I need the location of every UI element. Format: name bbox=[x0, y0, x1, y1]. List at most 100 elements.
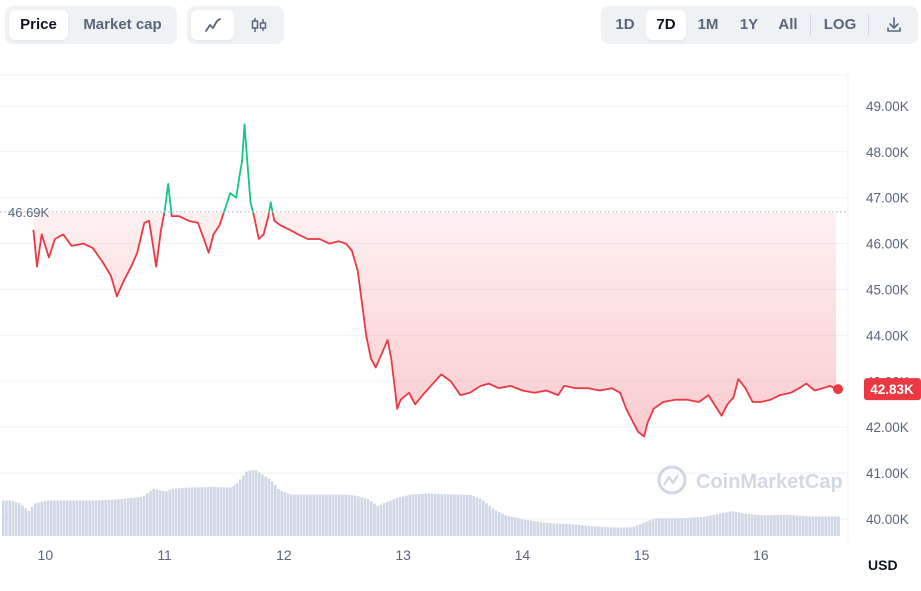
volume-bar bbox=[114, 499, 117, 536]
volume-bar bbox=[494, 510, 498, 536]
volume-bar bbox=[667, 518, 671, 536]
volume-bar bbox=[398, 497, 402, 536]
volume-bar bbox=[568, 524, 571, 536]
volume-bar bbox=[309, 494, 312, 536]
candlestick-button[interactable] bbox=[238, 10, 280, 40]
log-scale-button[interactable]: LOG bbox=[823, 16, 857, 33]
volume-bar bbox=[757, 514, 760, 536]
volume-bar bbox=[389, 500, 392, 536]
volume-bar bbox=[501, 513, 504, 536]
volume-bar bbox=[779, 514, 783, 536]
chart-type-group bbox=[187, 6, 284, 44]
volume-bar bbox=[290, 494, 293, 536]
current-price-badge bbox=[864, 378, 921, 401]
volume-bar bbox=[530, 520, 533, 536]
volume-bar bbox=[165, 491, 168, 536]
volume-bar bbox=[747, 513, 751, 536]
volume-bar bbox=[574, 524, 578, 536]
volume-bar bbox=[216, 487, 219, 536]
volume-bar bbox=[414, 494, 418, 536]
range-1d-button[interactable]: 1D bbox=[615, 16, 635, 33]
volume-bar bbox=[440, 494, 443, 536]
volume-bar bbox=[533, 521, 536, 536]
volume-bar bbox=[741, 513, 744, 536]
volume-bar bbox=[613, 527, 616, 536]
volume-bar bbox=[725, 512, 728, 536]
current-price-label: 42.83K bbox=[870, 382, 914, 397]
y-tick-label: 42.00K bbox=[866, 420, 909, 435]
volume-bar bbox=[53, 500, 56, 536]
volume-bar bbox=[635, 525, 639, 536]
volume-bar bbox=[302, 494, 306, 536]
volume-bar bbox=[706, 516, 709, 536]
volume-bar bbox=[674, 518, 677, 536]
range-1m-button[interactable]: 1M bbox=[697, 16, 719, 33]
volume-bar bbox=[606, 527, 610, 536]
download-button[interactable] bbox=[875, 10, 913, 40]
candlestick-icon bbox=[251, 18, 267, 32]
volume-bar bbox=[174, 488, 178, 536]
volume-bar bbox=[264, 476, 267, 536]
volume-bar bbox=[552, 523, 555, 536]
volume-bar bbox=[251, 470, 255, 536]
range-7d-button[interactable]: 7D bbox=[646, 10, 686, 40]
price-line bbox=[32, 123, 837, 438]
volume-bar bbox=[619, 527, 623, 536]
volume-bar bbox=[546, 522, 549, 536]
volume-bar bbox=[306, 494, 309, 536]
volume-bar bbox=[238, 479, 242, 536]
volume-bar bbox=[379, 504, 383, 536]
volume-bar bbox=[766, 515, 770, 536]
tab-price[interactable]: Price bbox=[9, 10, 68, 40]
volume-bar bbox=[616, 527, 619, 536]
volume-bar bbox=[222, 487, 226, 536]
volume-bar bbox=[475, 497, 479, 536]
volume-bar bbox=[837, 516, 840, 536]
y-tick-label: 41.00K bbox=[866, 466, 909, 481]
volume-bar bbox=[517, 518, 520, 536]
volume-bar bbox=[472, 496, 475, 536]
volume-bar bbox=[677, 518, 680, 536]
volume-bar bbox=[571, 524, 575, 536]
volume-bar bbox=[94, 500, 98, 536]
volume-bar bbox=[782, 514, 786, 536]
volume-bar bbox=[34, 503, 37, 536]
volume-bar bbox=[24, 508, 27, 536]
volume-bar bbox=[299, 494, 303, 536]
line-chart-button[interactable] bbox=[191, 10, 234, 40]
volume-bar bbox=[754, 514, 757, 536]
y-tick-label: 45.00K bbox=[866, 283, 909, 298]
x-tick-label: 15 bbox=[634, 547, 650, 563]
tab-market-cap[interactable]: Market cap bbox=[83, 16, 162, 33]
volume-bar bbox=[450, 494, 453, 536]
volume-bar bbox=[795, 515, 799, 536]
range-all-button[interactable]: All bbox=[778, 16, 798, 33]
volume-bar bbox=[731, 511, 735, 536]
y-tick-label: 49.00K bbox=[866, 99, 909, 114]
time-range-group: 1D 7D 1M 1Y All LOG bbox=[601, 6, 918, 44]
volume-bar bbox=[78, 500, 82, 536]
volume-bar bbox=[331, 494, 335, 536]
volume-bar bbox=[443, 494, 447, 536]
volume-bar bbox=[322, 494, 325, 536]
volume-bar bbox=[18, 503, 21, 536]
volume-bar bbox=[229, 487, 232, 536]
range-1y-button[interactable]: 1Y bbox=[739, 16, 759, 33]
volume-bar bbox=[40, 501, 43, 536]
volume-bar bbox=[46, 500, 50, 536]
volume-bar bbox=[709, 515, 712, 536]
volume-bar bbox=[581, 525, 584, 536]
x-tick-label: 12 bbox=[276, 547, 292, 563]
volume-bar bbox=[117, 499, 120, 536]
price-area bbox=[33, 213, 837, 437]
volume-bar bbox=[459, 494, 463, 536]
volume-bar bbox=[2, 500, 5, 536]
metric-tab-group: Price Market cap bbox=[5, 6, 177, 44]
x-tick-label: 16 bbox=[753, 547, 769, 563]
volume-bar bbox=[808, 516, 811, 536]
volume-bar bbox=[130, 498, 133, 536]
axis-unit-label: USD bbox=[868, 557, 898, 573]
volume-bar bbox=[72, 500, 75, 536]
volume-bar bbox=[654, 518, 658, 536]
volume-bar bbox=[485, 503, 488, 536]
